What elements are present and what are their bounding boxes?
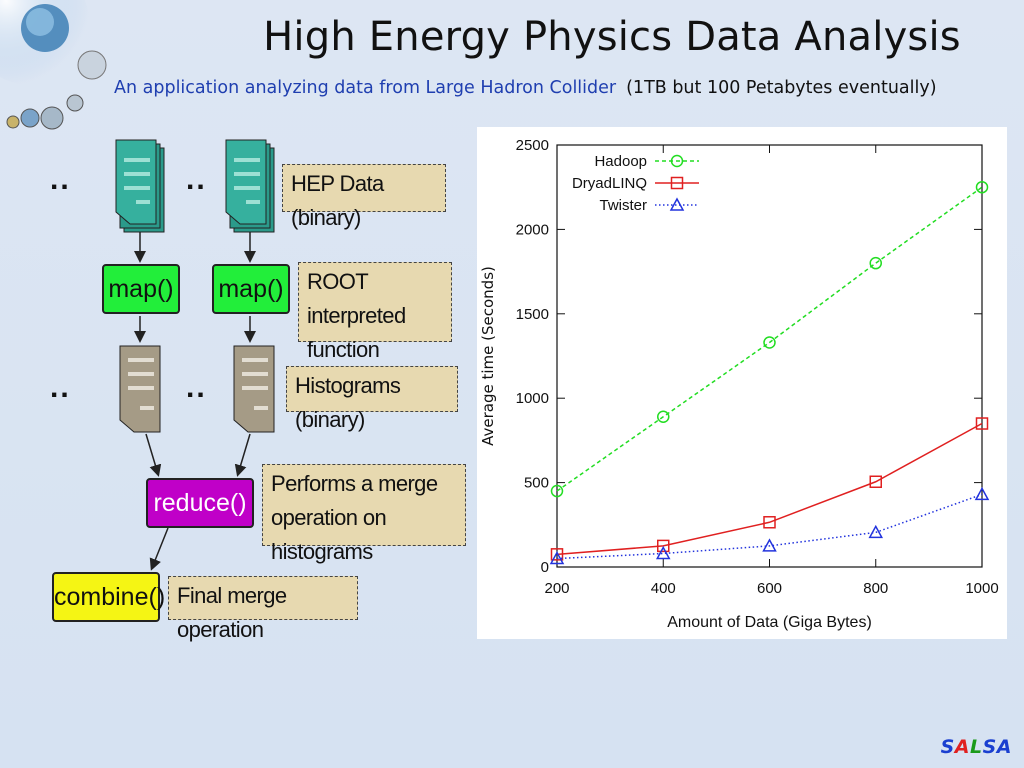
chart-panel: 0 500 1000 1500 2000 2500 200 400 600 800 1000 Amou… [477, 127, 1007, 639]
x-tick-label: 1000 [965, 580, 998, 597]
salsa-logo: SALSA [941, 736, 1012, 758]
hep-data-file-icon-left [115, 139, 165, 233]
map-node-left: map() [102, 264, 180, 314]
x-tick-label: 200 [544, 580, 569, 597]
subtitle: An application analyzing data from Large… [114, 78, 937, 98]
logo-letter: A [996, 736, 1012, 758]
note-merge-operation: Performs a merge operation on histograms [262, 464, 466, 564]
histogram-file-icon-left [119, 345, 161, 433]
y-tick-label: 1000 [516, 390, 549, 407]
corner-decoration [0, 0, 107, 130]
series-line-dryadlinq [556, 422, 983, 556]
legend-label: DryadLINQ [572, 175, 647, 192]
data-point-twister [655, 545, 671, 560]
note-final-merge: Final merge operation [168, 576, 358, 642]
map-node-right: map() [212, 264, 290, 314]
data-point-dryadlinq [550, 548, 564, 561]
histogram-file-icon-right [233, 345, 275, 433]
logo-letter: L [969, 736, 983, 758]
data-point-twister [868, 524, 884, 539]
mapreduce-diagram: .. .. .. .. HEP Data (binary) map() map(… [0, 120, 480, 642]
data-point-dryadlinq [869, 475, 882, 489]
line-chart: 0 500 1000 1500 2000 2500 200 400 600 800 1000 Amou… [479, 137, 999, 631]
ellipsis-dots: .. [186, 163, 207, 196]
ellipsis-dots: .. [50, 163, 71, 196]
y-axis-label: Average time (Seconds) [479, 266, 497, 446]
note-root-function: ROOT interpreted function [298, 262, 452, 362]
data-point-hadoop [657, 410, 670, 424]
y-tick-label: 500 [524, 475, 549, 492]
data-point-dryadlinq [975, 417, 989, 430]
logo-letter: S [940, 736, 955, 758]
legend-label: Twister [599, 197, 647, 214]
diagram-graphics [115, 139, 275, 571]
logo-letter: A [954, 736, 970, 758]
data-point-dryadlinq [657, 539, 670, 553]
note-hep-data: HEP Data (binary) [282, 164, 446, 230]
combine-node: combine() [52, 572, 165, 622]
x-tick-label: 800 [863, 580, 888, 597]
data-point-hadoop [975, 180, 989, 194]
data-point-twister [549, 550, 565, 565]
y-tick-label: 2000 [516, 221, 549, 238]
data-point-twister [762, 538, 777, 552]
series-line-hadoop [556, 186, 983, 492]
series-line-twister [556, 493, 983, 560]
subtitle-main: An application analyzing data from Large… [114, 78, 617, 98]
y-tick-label: 0 [541, 559, 549, 576]
subtitle-note: (1TB but 100 Petabytes eventually) [626, 78, 937, 98]
ellipsis-dots: .. [50, 371, 71, 404]
legend-marker [670, 154, 684, 168]
x-axis-label: Amount of Data (Giga Bytes) [667, 614, 872, 631]
x-tick-label: 600 [757, 580, 782, 597]
reduce-node: reduce() [146, 478, 254, 528]
data-point-twister [974, 486, 990, 501]
ellipsis-dots: .. [186, 371, 207, 404]
data-point-dryadlinq [763, 516, 776, 529]
y-tick-label: 1500 [516, 306, 549, 323]
legend-label: Hadoop [594, 153, 647, 170]
hep-data-file-icon-right [225, 139, 275, 233]
data-point-hadoop [763, 336, 776, 349]
data-point-hadoop [869, 256, 882, 270]
note-histograms: Histograms (binary) [286, 366, 458, 432]
data-point-hadoop [550, 484, 564, 498]
legend-marker [670, 176, 684, 190]
slide-title: High Energy Physics Data Analysis [263, 14, 961, 60]
logo-letter: S [982, 736, 997, 758]
legend-marker [669, 197, 685, 211]
x-tick-label: 400 [651, 580, 676, 597]
y-tick-label: 2500 [516, 137, 549, 154]
